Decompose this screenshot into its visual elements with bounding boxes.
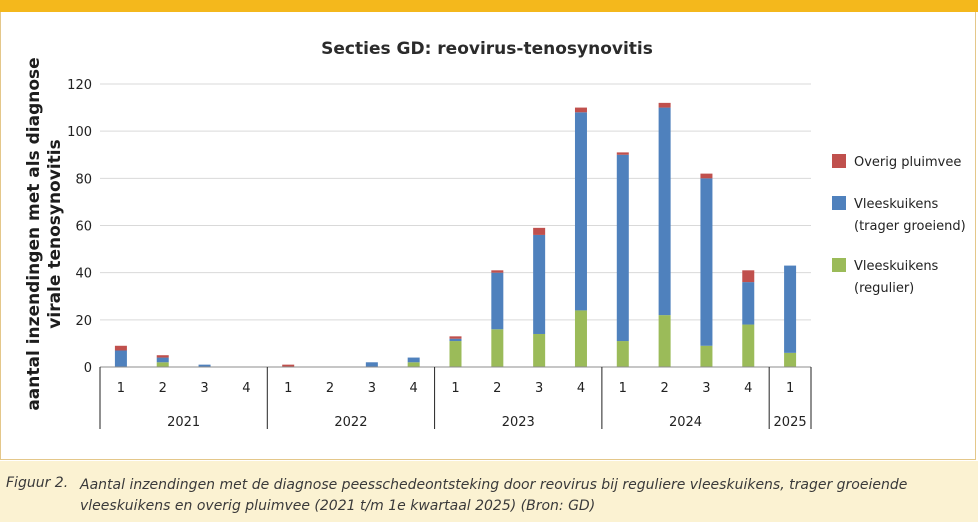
bar-segment xyxy=(407,362,420,367)
x-tick-label: 1 xyxy=(284,381,292,396)
bar-segment xyxy=(574,112,587,311)
bar-segment xyxy=(742,270,755,283)
y-tick-label: 0 xyxy=(84,361,92,376)
figure-caption-text: Aantal inzendingen met de diagnose peess… xyxy=(80,477,908,514)
legend-label-line: Vleeskuikens xyxy=(854,259,939,274)
bar-segment xyxy=(616,341,629,367)
bar-segment xyxy=(449,341,462,367)
legend-label: Vleeskuikens (regulier) xyxy=(854,259,939,296)
x-tick-label: 2 xyxy=(493,381,501,396)
x-tick-label: 2 xyxy=(326,381,334,396)
x-tick-label: 3 xyxy=(200,381,208,396)
bar-segment xyxy=(156,362,169,367)
legend-label-line: Overig pluimvee xyxy=(854,155,961,170)
y-tick-label: 80 xyxy=(75,172,92,187)
x-tick-label: 1 xyxy=(451,381,459,396)
x-tick-label: 4 xyxy=(744,381,752,396)
x-tick-label: 4 xyxy=(410,381,418,396)
bar-segment xyxy=(784,265,797,353)
bar-segment xyxy=(700,178,713,346)
bar-segment xyxy=(491,272,504,330)
bar-segment xyxy=(616,152,629,155)
bar-segment xyxy=(742,282,755,325)
bar-segment xyxy=(407,357,420,363)
legend-swatch xyxy=(832,154,846,168)
bar-segment xyxy=(658,102,671,108)
bar-segment xyxy=(282,364,295,367)
bar-segment xyxy=(156,355,169,358)
bar-segment xyxy=(533,227,546,235)
year-label: 2024 xyxy=(669,415,702,430)
legend-swatch xyxy=(832,196,846,210)
legend-swatch xyxy=(832,258,846,272)
bar-segment xyxy=(491,270,504,273)
year-label: 2022 xyxy=(334,415,367,430)
legend-label: Overig pluimvee xyxy=(854,155,961,170)
bar-segment xyxy=(658,315,671,367)
y-tick-label: 20 xyxy=(75,314,92,329)
bar-segment xyxy=(449,338,462,342)
x-tick-label: 1 xyxy=(117,381,125,396)
y-axis-label-line: aantal inzendingen met als diagnose xyxy=(24,57,44,410)
bar-segment xyxy=(114,345,127,351)
bar-segment xyxy=(742,324,755,367)
y-tick-label: 100 xyxy=(67,125,92,140)
bar-segment xyxy=(658,107,671,316)
x-tick-label: 1 xyxy=(786,381,794,396)
top-accent-bar xyxy=(0,0,978,12)
chart-title: Secties GD: reovirus-tenosynovitis xyxy=(321,39,653,59)
legend-label-line: Vleeskuikens xyxy=(854,197,939,212)
bar-segment xyxy=(700,345,713,367)
year-label: 2023 xyxy=(502,415,535,430)
figure-caption: Figuur 2. Aantal inzendingen met de diag… xyxy=(0,461,978,522)
legend-label-line: (regulier) xyxy=(854,281,914,296)
bar-segment xyxy=(533,234,546,334)
y-tick-label: 40 xyxy=(75,267,92,282)
bar-segment xyxy=(198,364,211,367)
year-label: 2021 xyxy=(167,415,200,430)
y-axis-label: aantal inzendingen met als diagnoseviral… xyxy=(24,57,65,410)
legend-label: Vleeskuikens (trager groeiend) xyxy=(854,197,966,234)
chart-panel: Secties GD: reovirus-tenosynovitis aantal… xyxy=(0,12,976,460)
x-tick-label: 3 xyxy=(368,381,376,396)
x-tick-label: 2 xyxy=(660,381,668,396)
figure-label: Figuur 2. xyxy=(6,475,69,491)
x-tick-label: 4 xyxy=(577,381,585,396)
bar-segment xyxy=(574,107,587,113)
bar-segment xyxy=(784,352,797,367)
x-tick-label: 4 xyxy=(242,381,250,396)
year-label: 2025 xyxy=(774,415,807,430)
x-tick-label: 3 xyxy=(535,381,543,396)
y-tick-label: 60 xyxy=(75,220,92,235)
bar-segment xyxy=(156,357,169,363)
bar-segment xyxy=(449,336,462,339)
bar-segment xyxy=(533,333,546,367)
bar-segment xyxy=(700,173,713,179)
bar-segment xyxy=(574,310,587,367)
legend-label-line: (trager groeiend) xyxy=(854,219,966,234)
x-tick-label: 1 xyxy=(619,381,627,396)
bar-segment xyxy=(114,350,127,367)
bar-segment xyxy=(491,329,504,367)
stacked-bar-chart: Secties GD: reovirus-tenosynovitis aantal… xyxy=(24,39,966,430)
y-tick-label: 120 xyxy=(67,78,92,93)
bar-segment xyxy=(616,154,629,342)
x-tick-label: 2 xyxy=(159,381,167,396)
y-axis-label-line: virale tenosynovitis xyxy=(45,139,65,328)
bar-segment xyxy=(365,362,378,367)
x-tick-label: 3 xyxy=(702,381,710,396)
